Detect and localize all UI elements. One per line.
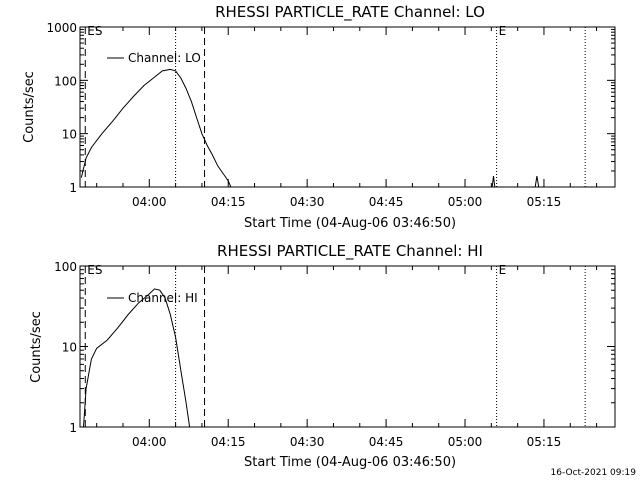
marker-label: ES [87,263,102,277]
x-tick-label: 05:15 [527,195,562,209]
hi-channel-panel: RHESSI PARTICLE_RATE Channel: HI Start T… [29,242,616,470]
x-tick-label: 05:00 [448,195,483,209]
lo-chart-title: RHESSI PARTICLE_RATE Channel: LO [215,3,485,22]
x-tick-label: 05:15 [527,435,562,449]
lo-series-group [80,68,540,188]
hi-time-markers: ES E [84,263,586,427]
marker-label: E [499,24,507,38]
y-tick-label: 1 [69,181,77,195]
lo-axis-ticks: 04:00 04:15 04:30 04:45 05:00 05:15 1 10 100 1000 [46,21,615,209]
x-tick-label: 04:00 [132,435,167,449]
x-tick-label: 04:15 [211,435,246,449]
x-tick-label: 04:30 [290,435,325,449]
y-tick-label: 10 [62,341,77,355]
hi-series-group [83,288,191,428]
series-line [83,288,191,428]
x-tick-label: 05:00 [448,435,483,449]
lo-channel-panel: RHESSI PARTICLE_RATE Channel: LO Start T… [22,3,616,231]
lo-x-axis-label: Start Time (04-Aug-06 03:46:50) [244,216,456,231]
x-tick-label: 04:00 [132,195,167,209]
x-tick-label: 04:45 [369,435,404,449]
y-tick-label: 100 [54,74,77,88]
marker-label: E [499,263,507,277]
hi-plot-frame [79,265,616,428]
hi-x-axis-label: Start Time (04-Aug-06 03:46:50) [244,455,456,470]
y-tick-label: 1 [69,421,77,435]
hi-axis-ticks: 04:00 04:15 04:30 04:45 05:00 05:15 1 10 100 [54,260,615,449]
y-tick-label: 10 [62,128,77,142]
lo-legend-label: Channel: LO [128,51,201,65]
y-tick-label: 1000 [46,21,77,35]
lo-y-axis-label: Counts/sec [22,71,37,143]
y-tick-label: 100 [54,260,77,274]
lo-plot-frame [79,26,616,188]
hi-legend-label: Channel: HI [128,291,198,305]
marker-label: ES [87,24,102,38]
x-tick-label: 04:15 [211,195,246,209]
hi-y-axis-label: Counts/sec [29,311,44,383]
x-tick-label: 04:30 [290,195,325,209]
generation-timestamp: 16-Oct-2021 09:19 [551,468,637,478]
x-tick-label: 04:45 [369,195,404,209]
hi-chart-title: RHESSI PARTICLE_RATE Channel: HI [217,242,483,261]
hi-legend: Channel: HI [107,291,198,305]
series-line [80,68,540,188]
lo-time-markers: ES E [84,24,586,187]
lo-legend: Channel: LO [107,51,201,65]
